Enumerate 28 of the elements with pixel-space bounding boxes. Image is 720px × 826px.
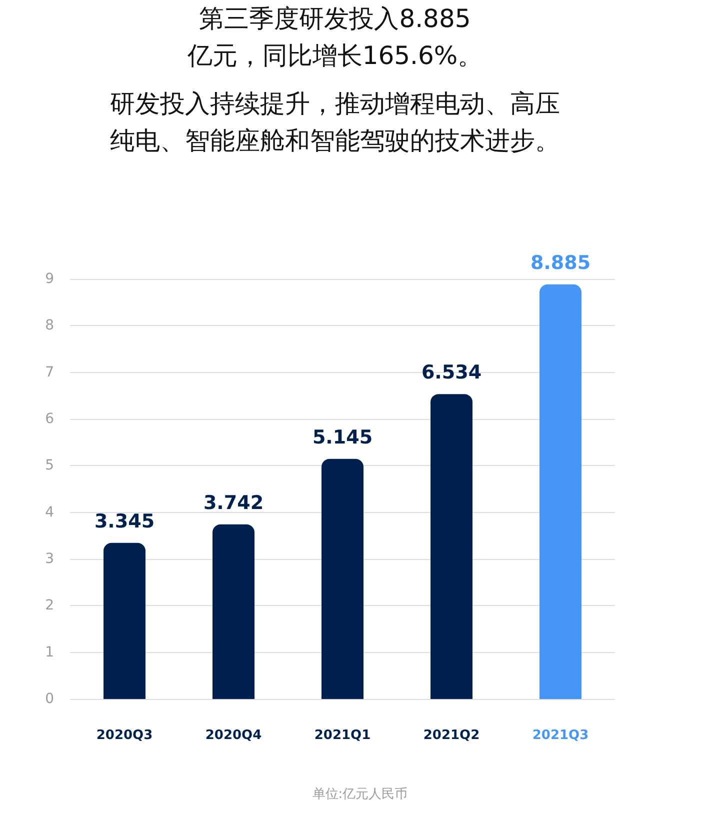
- bar: [212, 524, 254, 699]
- data-label: 3.345: [94, 510, 155, 532]
- y-tick-label: 0: [45, 691, 54, 707]
- chart-subtitle: 研发投入持续提升，推动增程电动、高压纯电、智能座舱和智能驾驶的技术进步。: [109, 88, 561, 157]
- y-tick-label: 5: [45, 458, 54, 474]
- data-label: 6.534: [421, 362, 482, 384]
- text: 单位:亿元人民币: [312, 787, 408, 802]
- y-tick-label: 7: [45, 364, 54, 380]
- bar: [540, 284, 582, 699]
- data-label: 8.885: [530, 252, 591, 274]
- x-tick-label: 2020Q3: [96, 728, 153, 743]
- y-tick-label: 4: [45, 504, 54, 520]
- x-tick-label: 2021Q3: [532, 728, 589, 743]
- y-tick-label: 6: [45, 411, 54, 427]
- y-tick-label: 9: [45, 271, 54, 287]
- y-tick-label: 1: [45, 644, 54, 660]
- x-tick-label: 2020Q4: [205, 728, 262, 743]
- x-tick-label: 2021Q2: [423, 728, 480, 743]
- bar: [104, 542, 146, 699]
- y-tick-label: 2: [45, 598, 54, 614]
- y-tick-label: 8: [45, 318, 54, 334]
- bar: [430, 394, 472, 699]
- x-tick-label: 2021Q1: [314, 728, 371, 743]
- chart-title: 第三季度研发投入8.885亿元，同比增长165.6%。: [186, 3, 484, 72]
- data-label: 3.742: [203, 492, 264, 514]
- y-tick-label: 3: [45, 551, 54, 567]
- bar: [322, 458, 364, 699]
- data-label: 5.145: [312, 426, 373, 448]
